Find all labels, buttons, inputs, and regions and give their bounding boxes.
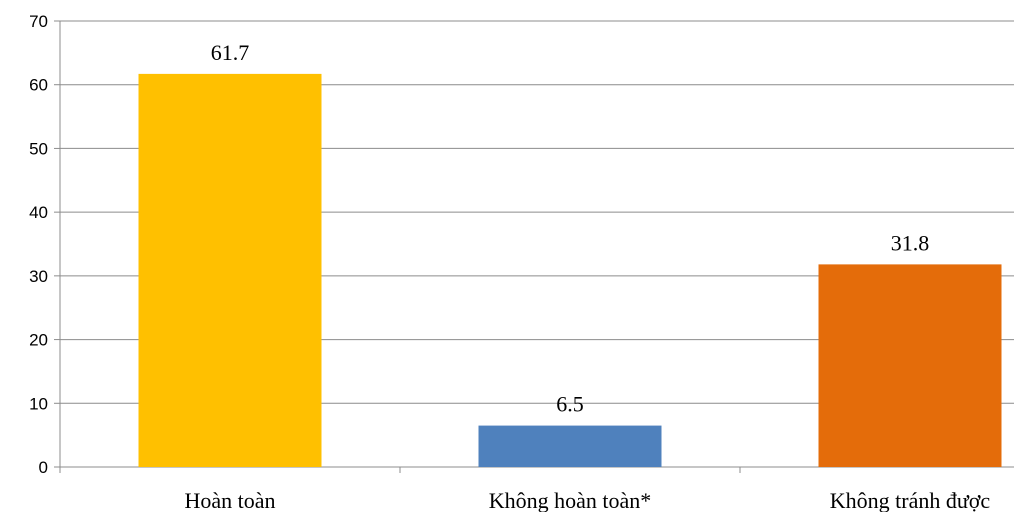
y-tick-label: 70 (29, 12, 48, 31)
data-labels: 61.7 6.5 31.8 (211, 40, 930, 417)
y-tick-label: 10 (29, 394, 48, 413)
y-tick-label: 20 (29, 331, 48, 350)
x-tick-label: Không tránh được (830, 488, 991, 512)
y-tick-label: 60 (29, 76, 48, 95)
data-label: 31.8 (891, 230, 930, 255)
bar (138, 73, 322, 467)
y-tick-label: 50 (29, 139, 48, 158)
y-axis-ticks: 0 10 20 30 40 50 60 70 (29, 12, 48, 477)
bar (478, 425, 662, 467)
y-tick-label: 0 (39, 458, 48, 477)
data-label: 61.7 (211, 40, 250, 65)
y-tick-label: 30 (29, 267, 48, 286)
x-tick-label: Hoàn toàn (184, 488, 275, 512)
x-axis-ticks: Hoàn toàn Không hoàn toàn* Không tránh đượ… (184, 488, 990, 512)
data-label: 6.5 (556, 392, 584, 417)
y-tick-label: 40 (29, 203, 48, 222)
x-tick-label: Không hoàn toàn* (489, 488, 652, 512)
bars (138, 73, 1002, 467)
bar (818, 264, 1002, 467)
